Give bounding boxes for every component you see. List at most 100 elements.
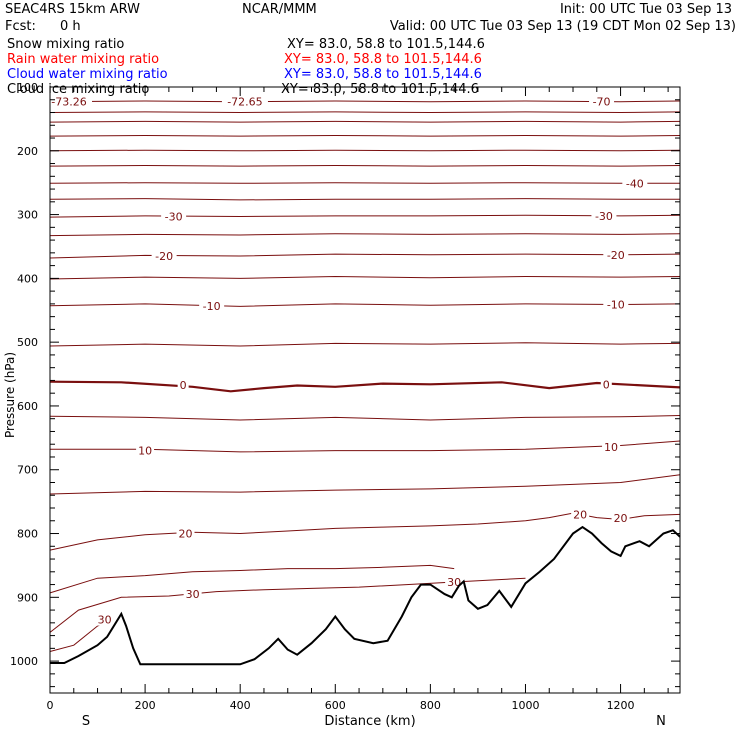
init-time: Init: 00 UTC Tue 03 Sep 13 [560, 2, 732, 17]
contour-label-bg [591, 209, 617, 222]
legend-cloudice-label: Cloud ice mixing ratio [7, 82, 149, 97]
contour-label-bg [603, 248, 629, 261]
legend-cloudwater-xy: XY= 83.0, 58.8 to 101.5,144.6 [284, 67, 482, 82]
contour-label-bg [46, 95, 93, 108]
contour-label: 30 [447, 576, 461, 589]
contour-line [49, 164, 681, 167]
model-title: SEAC4RS 15km ARW [5, 2, 140, 17]
header: SEAC4RS 15km ARW NCAR/MMM Init: 00 UTC T… [5, 2, 736, 34]
y-tick-label: 900 [17, 591, 38, 604]
y-tick-label: 800 [17, 528, 38, 541]
plot-area: -73.26 -72.65 -70 -40 -30 -30 -20 -20 -10 -10 0 0 10… [10, 81, 681, 712]
legend-rain-label: Rain water mixing ratio [7, 52, 159, 67]
contour-line [49, 253, 681, 259]
y-tick-label: 600 [17, 400, 38, 413]
contour-line [49, 134, 681, 137]
plot-frame [49, 86, 681, 694]
legend-rain-xy: XY= 83.0, 58.8 to 101.5,144.6 [284, 52, 482, 67]
org-title: NCAR/MMM [242, 2, 317, 17]
legend-cloudice-xy: XY= 83.0, 58.8 to 101.5,144.6 [281, 82, 479, 97]
legend-snow-label: Snow mixing ratio [7, 37, 124, 52]
contour-label: -30 [595, 210, 613, 223]
contour-label: 0 [603, 378, 610, 391]
contour-label: -20 [607, 249, 625, 262]
terrain-line [50, 525, 681, 666]
contour-line [49, 233, 681, 237]
contour-label: -70 [593, 96, 611, 109]
x-axis-south-label: S [82, 714, 90, 729]
contour-label: 30 [98, 614, 112, 627]
contour-label: 0 [180, 379, 187, 392]
contour-label: -10 [203, 300, 221, 313]
contour-label: 20 [614, 512, 628, 525]
contour-line [49, 275, 681, 280]
contour-label: -30 [165, 210, 183, 223]
contour-line [49, 415, 681, 421]
y-tick-label: 100 [17, 81, 38, 94]
contour-line [49, 214, 681, 218]
contour-label: 30 [186, 588, 200, 601]
contour-label-bg [622, 177, 648, 190]
y-axis-label: Pressure (hPa) [3, 352, 17, 438]
contour-label-bg [177, 378, 189, 391]
contour-label-bg [603, 298, 629, 311]
y-tick-label: 400 [17, 272, 38, 285]
contour-label-bg [602, 440, 621, 453]
x-tick-label: 600 [325, 699, 346, 712]
contour-label-bg [199, 299, 225, 312]
contour-line [49, 111, 681, 114]
x-tick-label: 0 [47, 699, 54, 712]
y-tick-label: 500 [17, 336, 38, 349]
contour-label-bg [161, 210, 187, 223]
legend: Snow mixing ratio XY= 83.0, 58.8 to 101.… [7, 37, 485, 97]
x-axis-ticks: 0 200 400 600 800 1000 1200 [47, 87, 669, 712]
y-tick-label: 200 [17, 145, 38, 158]
x-tick-label: 200 [135, 699, 156, 712]
valid-time: Valid: 00 UTC Tue 03 Sep 13 (19 CDT Mon … [390, 19, 736, 34]
legend-cloudwater-label: Cloud water mixing ratio [7, 67, 168, 82]
contour-line [49, 100, 681, 103]
contour-label-bg [600, 378, 612, 391]
contour-line [49, 342, 681, 347]
contour-label-bg [151, 250, 177, 263]
contour-label-bg [611, 512, 630, 525]
y-tick-label: 700 [17, 464, 38, 477]
contour-label-bg [95, 613, 114, 626]
contour-label: 20 [573, 508, 587, 521]
contour-label-bg [136, 444, 155, 457]
y-tick-label: 300 [17, 209, 38, 222]
x-axis-north-label: N [656, 714, 666, 729]
contour-line [49, 303, 681, 307]
contour-label: 10 [138, 445, 152, 458]
y-tick-label: 1000 [10, 655, 38, 668]
x-tick-label: 1200 [607, 699, 635, 712]
contour-label: -10 [607, 299, 625, 312]
contour-labels: -73.26 -72.65 -70 -40 -30 -30 -20 -20 -10 -10 0 0 10… [46, 95, 648, 627]
x-axis-label: Distance (km) [324, 714, 415, 729]
x-tick-label: 400 [230, 699, 251, 712]
contour-line [49, 380, 681, 393]
contour-label: -73.26 [51, 96, 86, 109]
contour-label: -40 [626, 177, 644, 190]
contour-label: 10 [604, 441, 618, 454]
contour-line [49, 149, 681, 152]
contour-line [49, 564, 455, 594]
x-tick-label: 1000 [511, 699, 539, 712]
contour-line [49, 120, 681, 123]
x-tick-label: 800 [420, 699, 441, 712]
contour-line [49, 474, 681, 495]
contour-label: -20 [155, 250, 173, 263]
contour-label-bg [571, 508, 590, 521]
contour-label: -72.65 [227, 96, 262, 109]
temperature-contours [49, 100, 681, 652]
contour-label-bg [589, 95, 615, 108]
contour-label-bg [176, 527, 195, 540]
forecast-label: Fcst: [5, 19, 36, 34]
contour-label: 20 [179, 528, 193, 541]
contour-label-bg [183, 588, 202, 601]
contour-line [49, 198, 680, 201]
legend-snow-xy: XY= 83.0, 58.8 to 101.5,144.6 [287, 37, 485, 52]
forecast-hours: 0 h [60, 19, 81, 34]
